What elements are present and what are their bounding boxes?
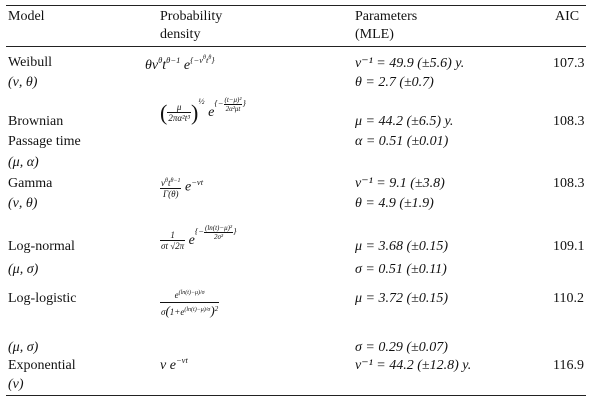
- formula-lognormal: 1 σt √2π e{− (ln(t)−μ)² 2σ²}: [160, 223, 237, 252]
- row-lognormal-p2: σ = 0.51 (±0.11): [355, 262, 447, 277]
- header-density-line2: density: [160, 27, 201, 42]
- header-params-line1: Parameters: [355, 9, 418, 24]
- row-lognormal-p1: μ = 3.68 (±0.15): [355, 239, 448, 254]
- row-gamma-params: (ν, θ): [8, 196, 38, 211]
- row-exponential-p1: ν⁻¹ = 44.2 (±12.8) y.: [355, 358, 472, 373]
- row-lognormal-name: Log-normal: [8, 239, 75, 254]
- row-loglogistic-p1: μ = 3.72 (±0.15): [355, 291, 448, 306]
- formula-exponential: ν e−νt: [160, 355, 188, 373]
- row-lognormal-params: (μ, σ): [8, 262, 39, 277]
- header-model: Model: [8, 9, 45, 24]
- row-gamma-p2: θ = 4.9 (±1.9): [355, 196, 434, 211]
- row-weibull-p1: ν⁻¹ = 49.9 (±5.6) y.: [355, 56, 465, 71]
- formula-brownian: (μ 2πα²t³)½ e{− (t−μ)² 2α²μt}: [160, 95, 246, 125]
- row-lognormal-aic: 109.1: [553, 239, 585, 254]
- header-density-line1: Probability: [160, 9, 223, 24]
- row-brownian-p2: α = 0.51 (±0.01): [355, 134, 449, 149]
- row-brownian-params: (μ, α): [8, 155, 39, 170]
- formula-gamma: νθtθ−1 Γ(θ) e−νt: [160, 176, 204, 199]
- row-brownian-p1: μ = 44.2 (±6.5) y.: [355, 114, 454, 129]
- row-gamma-p1: ν⁻¹ = 9.1 (±3.8): [355, 176, 445, 191]
- row-gamma-name: Gamma: [8, 176, 53, 191]
- row-loglogistic-name: Log-logistic: [8, 291, 77, 306]
- row-exponential-params: (ν): [8, 377, 24, 392]
- header-rule: [6, 46, 586, 47]
- row-brownian-aic: 108.3: [553, 114, 585, 129]
- row-weibull-name: Weibull: [8, 55, 52, 70]
- header-params-line2: (MLE): [355, 27, 394, 42]
- row-loglogistic-params: (μ, σ): [8, 340, 39, 355]
- row-brownian-name: Brownian: [8, 114, 64, 129]
- row-brownian-name2: Passage time: [8, 134, 81, 149]
- bottom-rule: [6, 395, 586, 396]
- header-aic: AIC: [555, 9, 580, 24]
- row-weibull-params: (ν, θ): [8, 75, 38, 90]
- formula-loglogistic: e(ln(t)−μ)/σ σ(1+e(ln(t)−μ)/σ)2: [160, 283, 220, 323]
- top-rule: [6, 5, 586, 6]
- row-weibull-aic: 107.3: [553, 56, 585, 71]
- row-exponential-name: Exponential: [8, 358, 76, 373]
- row-loglogistic-aic: 110.2: [553, 291, 584, 306]
- row-exponential-aic: 116.9: [553, 358, 584, 373]
- formula-weibull: θνθtθ−1 e{−νθtθ}: [145, 54, 215, 73]
- row-loglogistic-p2: σ = 0.29 (±0.07): [355, 340, 448, 355]
- row-weibull-p2: θ = 2.7 (±0.7): [355, 75, 434, 90]
- row-gamma-aic: 108.3: [553, 176, 585, 191]
